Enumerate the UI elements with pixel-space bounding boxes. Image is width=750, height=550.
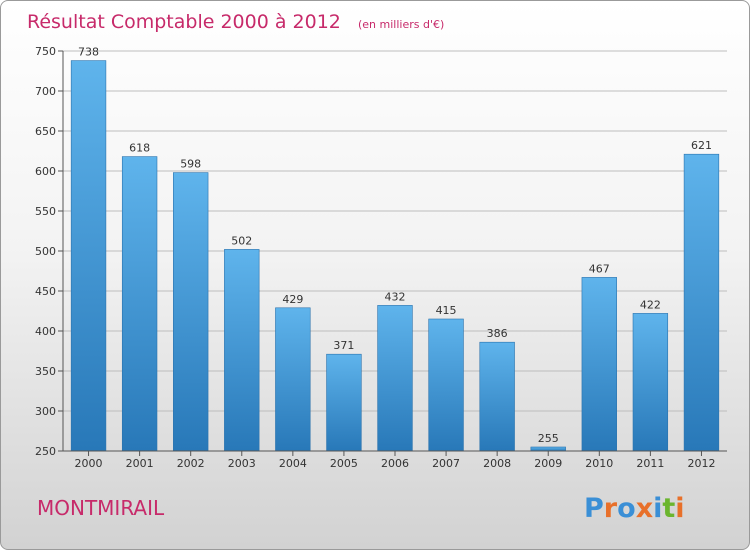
bar-value-label: 738 bbox=[78, 46, 99, 59]
x-axis: 2000 2001 2002 2003 2004 2005 2006 2007 2008 2009… bbox=[63, 450, 727, 470]
y-axis: 250 300 350 400 450 500 550 600 650 700 750 bbox=[35, 45, 64, 458]
logo-letter: t bbox=[662, 493, 675, 524]
x-tick-label: 2006 bbox=[381, 457, 409, 470]
y-tick-label: 350 bbox=[35, 365, 56, 378]
bar-2007 bbox=[428, 318, 464, 452]
logo-letter: x bbox=[636, 493, 653, 524]
bar-value-label: 371 bbox=[333, 339, 354, 352]
logo-letter: i bbox=[653, 493, 662, 524]
bar-value-label: 422 bbox=[640, 298, 661, 311]
x-tick-label: 2003 bbox=[228, 457, 256, 470]
chart-title-unit: (en milliers d'€) bbox=[358, 18, 444, 31]
y-tick-label: 700 bbox=[35, 85, 56, 98]
proxiti-logo: Proxiti bbox=[584, 493, 685, 524]
logo-letter: i bbox=[675, 493, 684, 524]
y-tick-label: 600 bbox=[35, 165, 56, 178]
x-tick-label: 2009 bbox=[534, 457, 562, 470]
bar-2004 bbox=[275, 307, 311, 452]
bar-value-label: 598 bbox=[180, 158, 201, 171]
y-tick-label: 450 bbox=[35, 285, 56, 298]
logo-letter: r bbox=[604, 493, 618, 524]
chart-title: Résultat Comptable 2000 à 2012 (en milli… bbox=[27, 11, 444, 33]
bar-2005 bbox=[326, 353, 362, 452]
bar-value-label: 618 bbox=[129, 142, 150, 155]
bar-value-label: 429 bbox=[282, 293, 303, 306]
bar-value-label: 467 bbox=[589, 262, 610, 275]
bar-value-label: 415 bbox=[436, 304, 457, 317]
bar-2001 bbox=[121, 156, 158, 452]
x-tick-label: 2010 bbox=[585, 457, 613, 470]
y-tick-label: 250 bbox=[35, 445, 56, 458]
y-tick-label: 650 bbox=[35, 125, 56, 138]
bar-2000 bbox=[70, 60, 107, 452]
bar-value-label: 621 bbox=[691, 139, 712, 152]
y-tick-label: 300 bbox=[35, 405, 56, 418]
bar-2009 bbox=[530, 446, 566, 452]
bars: 738 618 598 502 429 371 432 415 386 255 467 422 621 bbox=[70, 46, 720, 452]
x-tick-label: 2001 bbox=[126, 457, 154, 470]
chart-title-main: Résultat Comptable 2000 à 2012 bbox=[27, 11, 341, 33]
y-tick-label: 750 bbox=[35, 45, 56, 58]
commune-name: MONTMIRAIL bbox=[37, 496, 165, 520]
bar-2006 bbox=[377, 305, 413, 452]
logo-letter: P bbox=[584, 493, 604, 524]
bar-2011 bbox=[632, 313, 669, 452]
x-tick-label: 2012 bbox=[687, 457, 715, 470]
bar-2003 bbox=[224, 249, 260, 452]
y-tick-label: 500 bbox=[35, 245, 56, 258]
x-tick-label: 2004 bbox=[279, 457, 307, 470]
y-tick-label: 400 bbox=[35, 325, 56, 338]
bar-2002 bbox=[173, 172, 209, 452]
x-tick-label: 2002 bbox=[177, 457, 205, 470]
logo-letter: o bbox=[617, 493, 636, 524]
x-tick-label: 2008 bbox=[483, 457, 511, 470]
bar-2008 bbox=[479, 341, 515, 452]
bar-value-label: 502 bbox=[231, 234, 252, 247]
bar-value-label: 386 bbox=[487, 327, 508, 340]
x-tick-label: 2011 bbox=[636, 457, 664, 470]
y-tick-label: 550 bbox=[35, 205, 56, 218]
bar-2012 bbox=[683, 153, 720, 452]
x-tick-label: 2005 bbox=[330, 457, 358, 470]
x-tick-label: 2000 bbox=[75, 457, 103, 470]
bar-value-label: 432 bbox=[385, 290, 406, 303]
bar-value-label: 255 bbox=[538, 432, 559, 445]
x-tick-label: 2007 bbox=[432, 457, 460, 470]
bar-2010 bbox=[581, 277, 617, 452]
